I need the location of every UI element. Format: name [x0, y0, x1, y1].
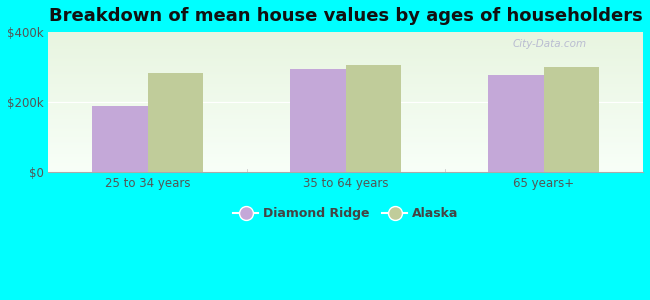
- Legend: Diamond Ridge, Alaska: Diamond Ridge, Alaska: [228, 202, 463, 225]
- Bar: [148, 73, 203, 172]
- Bar: [544, 67, 599, 172]
- Title: Breakdown of mean house values by ages of householders: Breakdown of mean house values by ages o…: [49, 7, 643, 25]
- Bar: [92, 106, 148, 172]
- Bar: [488, 75, 544, 172]
- Bar: [291, 69, 346, 172]
- Text: City-Data.com: City-Data.com: [512, 39, 586, 49]
- Bar: [346, 65, 401, 172]
